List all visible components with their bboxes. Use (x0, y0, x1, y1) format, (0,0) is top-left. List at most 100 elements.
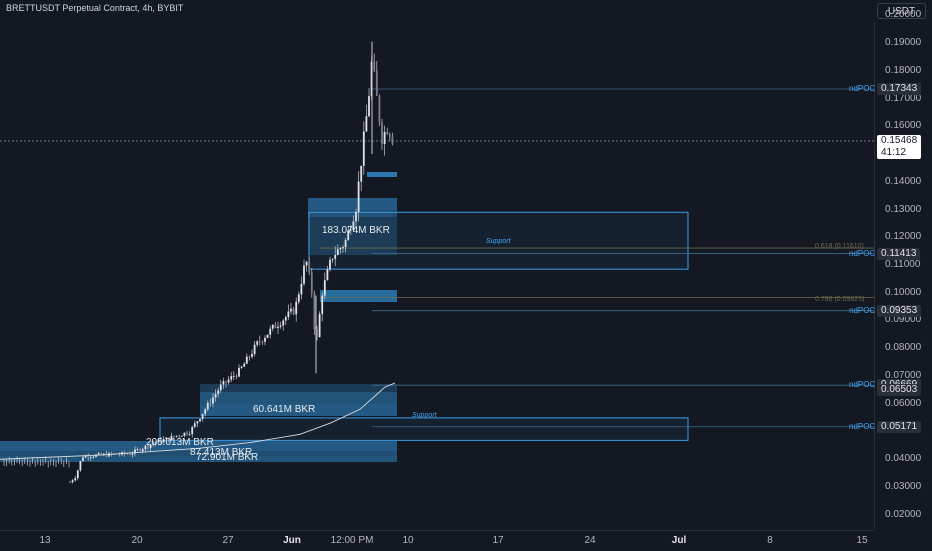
currency-selector[interactable]: USDT (877, 3, 926, 19)
price-tick: 0.11000 (885, 259, 921, 270)
ndpoc-label: ndPOC (849, 421, 876, 431)
candle-countdown: 41:12 (881, 147, 907, 159)
volume-block-8 (0, 441, 397, 451)
candle-body-80 (277, 326, 279, 329)
price-tick: 0.03000 (885, 480, 922, 492)
candle-body-23 (128, 454, 131, 455)
candle-body-72 (256, 341, 259, 345)
axis-corner (874, 530, 932, 550)
candle-body-89 (300, 283, 303, 295)
volume-block-6 (200, 392, 397, 404)
volume-annotation: 205.013M BKR (146, 437, 214, 448)
candle-body-119 (378, 95, 381, 123)
candle-body-61 (227, 379, 230, 383)
candle-body-101 (331, 258, 334, 260)
candle-body-38 (167, 437, 170, 441)
candle-body-64 (235, 375, 238, 377)
price-tick: 0.07000 (885, 369, 922, 381)
candle-body-16 (110, 453, 113, 455)
candle-body-90 (303, 265, 305, 284)
support-label: Support (412, 412, 437, 419)
volume-block-3 (320, 290, 397, 302)
candle-body-100 (329, 259, 331, 270)
candle-body-7 (87, 455, 90, 458)
volume-block-5 (200, 384, 397, 392)
candle-body-99 (326, 269, 329, 281)
candle-body-94 (313, 293, 316, 330)
candle-body-56 (214, 393, 217, 398)
symbol-title[interactable]: BRETTUSDT Perpetual Contract, 4h, BYBIT (6, 3, 184, 13)
volume-block-7 (200, 404, 397, 416)
candle-body-44 (183, 432, 186, 436)
ndpoc-label: ndPOC (849, 305, 876, 315)
candle-body-82 (282, 320, 285, 326)
candle-body-42 (178, 435, 181, 437)
candle-body-66 (240, 366, 243, 368)
current-price-badge: 0.15468 41:12 (877, 135, 922, 160)
candle-body-115 (368, 96, 370, 117)
candle-body-118 (375, 70, 378, 96)
time-tick: 27 (222, 535, 234, 546)
candle-body-11 (97, 453, 100, 455)
volume-block-9 (0, 451, 397, 456)
candle-body-108 (349, 229, 352, 231)
volume-annotation: 60.641M BKR (253, 404, 316, 415)
candle-body-112 (360, 165, 363, 182)
price-chart[interactable] (0, 0, 874, 530)
candle-body-75 (264, 337, 266, 342)
time-tick: Jul (671, 535, 687, 546)
price-tick: 0.09000 (885, 314, 922, 326)
volume-block-0 (308, 198, 397, 210)
time-tick: 10 (402, 535, 414, 546)
price-axis[interactable]: 0.200000.190000.180000.170000.160000.150… (874, 9, 932, 530)
candle-body-24 (131, 453, 134, 455)
time-tick: Jun (283, 535, 301, 546)
volume-annotation: 72.901M BKR (196, 452, 259, 463)
candle-body-2 (74, 478, 77, 481)
support-label: Support (486, 238, 511, 245)
ndpoc-label: ndPOC (849, 83, 876, 93)
candle-body-50 (199, 418, 201, 422)
price-tick: 0.18000 (885, 64, 922, 76)
time-tick: 20 (131, 535, 143, 546)
candle-body-87 (295, 301, 298, 315)
candle-body-12 (100, 453, 103, 455)
candle-body-109 (352, 221, 355, 230)
candle-body-58 (219, 384, 222, 391)
candle-body-91 (305, 261, 308, 266)
price-tick: 0.02000 (885, 508, 922, 520)
candle-body-102 (334, 254, 337, 259)
candle-body-33 (154, 442, 157, 444)
candle-body-69 (248, 356, 251, 358)
candle-body-6 (84, 455, 87, 458)
candle-body-10 (95, 454, 97, 457)
candle-body-73 (258, 341, 261, 343)
candle-body-39 (170, 435, 173, 441)
candle-body-5 (82, 457, 84, 462)
candle-body-52 (204, 409, 207, 414)
candle-body-36 (162, 439, 165, 443)
candle-body-71 (253, 344, 256, 354)
candle-body-93 (310, 272, 313, 294)
time-axis[interactable]: 13 20 27 Jun 12:00 PM 10 17 24 Jul 8 15 (0, 530, 874, 551)
candle-body-62 (230, 376, 233, 380)
candle-body-53 (206, 402, 209, 410)
candle-body-1 (71, 480, 74, 483)
time-tick: 15 (856, 535, 868, 546)
candle-body-30 (147, 445, 149, 448)
candle-body-104 (339, 248, 342, 250)
volume-block-10 (0, 456, 397, 462)
candle-body-54 (209, 402, 212, 404)
candle-body-19 (118, 454, 121, 456)
price-tick: 0.10000 (885, 286, 922, 298)
candle-body-0 (69, 482, 71, 483)
price-tick: 0.17000 (885, 92, 922, 104)
candle-body-74 (261, 341, 264, 343)
price-tick: 0.08000 (885, 342, 922, 354)
candle-body-117 (373, 61, 376, 71)
candle-body-88 (297, 294, 300, 302)
volume-annotation: 87.413M BKR (190, 447, 253, 458)
candle-body-37 (165, 437, 168, 440)
candle-body-32 (152, 443, 155, 445)
candle-body-92 (308, 261, 311, 273)
